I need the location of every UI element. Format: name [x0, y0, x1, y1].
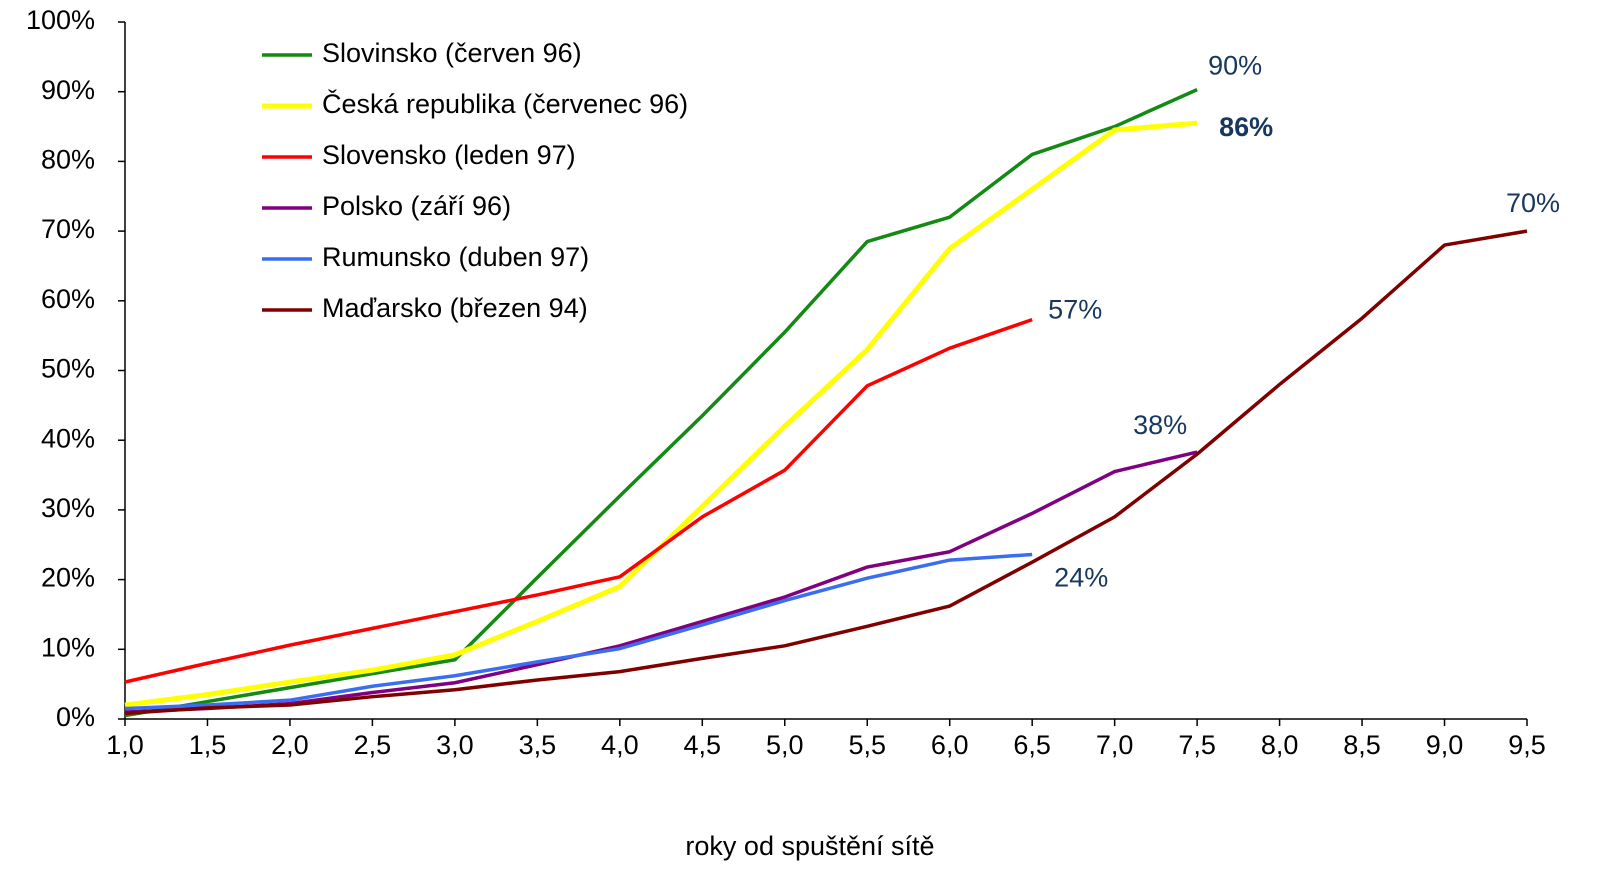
y-tick-label: 20%	[41, 563, 95, 593]
x-tick-label: 2,5	[354, 730, 392, 760]
x-tick-label: 5,5	[848, 730, 886, 760]
x-tick-label: 6,0	[931, 730, 969, 760]
series-line	[124, 450, 1198, 714]
y-tick-label: 80%	[41, 145, 95, 175]
x-tick-label: 8,0	[1261, 730, 1299, 760]
end-label: 86%	[1219, 112, 1273, 142]
series-line	[124, 88, 1198, 718]
y-tick-label: 90%	[41, 75, 95, 105]
legend-label: Polsko (září 96)	[322, 191, 511, 221]
y-tick-label: 70%	[41, 214, 95, 244]
series-line	[124, 552, 1033, 711]
x-tick-label: 1,5	[189, 730, 227, 760]
x-tick-label: 9,5	[1508, 730, 1546, 760]
x-tick-label: 1,0	[106, 730, 144, 760]
x-tick-label: 7,0	[1096, 730, 1134, 760]
legend-label: Slovinsko (červen 96)	[322, 38, 582, 68]
legend-label: Slovensko (leden 97)	[322, 140, 576, 170]
x-tick-label: 9,0	[1426, 730, 1464, 760]
end-label: 24%	[1054, 563, 1108, 593]
y-tick-label: 50%	[41, 354, 95, 384]
series-line	[124, 229, 1528, 716]
y-tick-label: 100%	[26, 5, 95, 35]
y-tick-label: 30%	[41, 493, 95, 523]
x-tick-label: 4,0	[601, 730, 639, 760]
x-tick-label: 2,0	[271, 730, 309, 760]
x-axis-title: roky od spuštění sítě	[685, 831, 934, 861]
end-label: 57%	[1048, 295, 1102, 325]
x-tick-label: 5,0	[766, 730, 804, 760]
x-tick-label: 8,5	[1343, 730, 1381, 760]
series-line	[124, 120, 1198, 708]
x-tick-label: 3,0	[436, 730, 474, 760]
end-label: 90%	[1208, 51, 1262, 81]
y-tick-label: 60%	[41, 284, 95, 314]
end-label: 38%	[1133, 410, 1187, 440]
legend-label: Maďarsko (březen 94)	[322, 293, 588, 323]
series-line	[124, 317, 1033, 684]
y-tick-label: 40%	[41, 423, 95, 453]
x-tick-label: 7,5	[1178, 730, 1216, 760]
y-tick-label: 10%	[41, 632, 95, 662]
end-label: 70%	[1506, 188, 1560, 218]
y-tick-label: 0%	[56, 702, 95, 732]
legend-label: Rumunsko (duben 97)	[322, 242, 589, 272]
x-tick-label: 4,5	[684, 730, 722, 760]
legend-label: Česká republika (červenec 96)	[322, 88, 688, 119]
x-tick-label: 6,5	[1013, 730, 1051, 760]
x-tick-label: 3,5	[519, 730, 557, 760]
